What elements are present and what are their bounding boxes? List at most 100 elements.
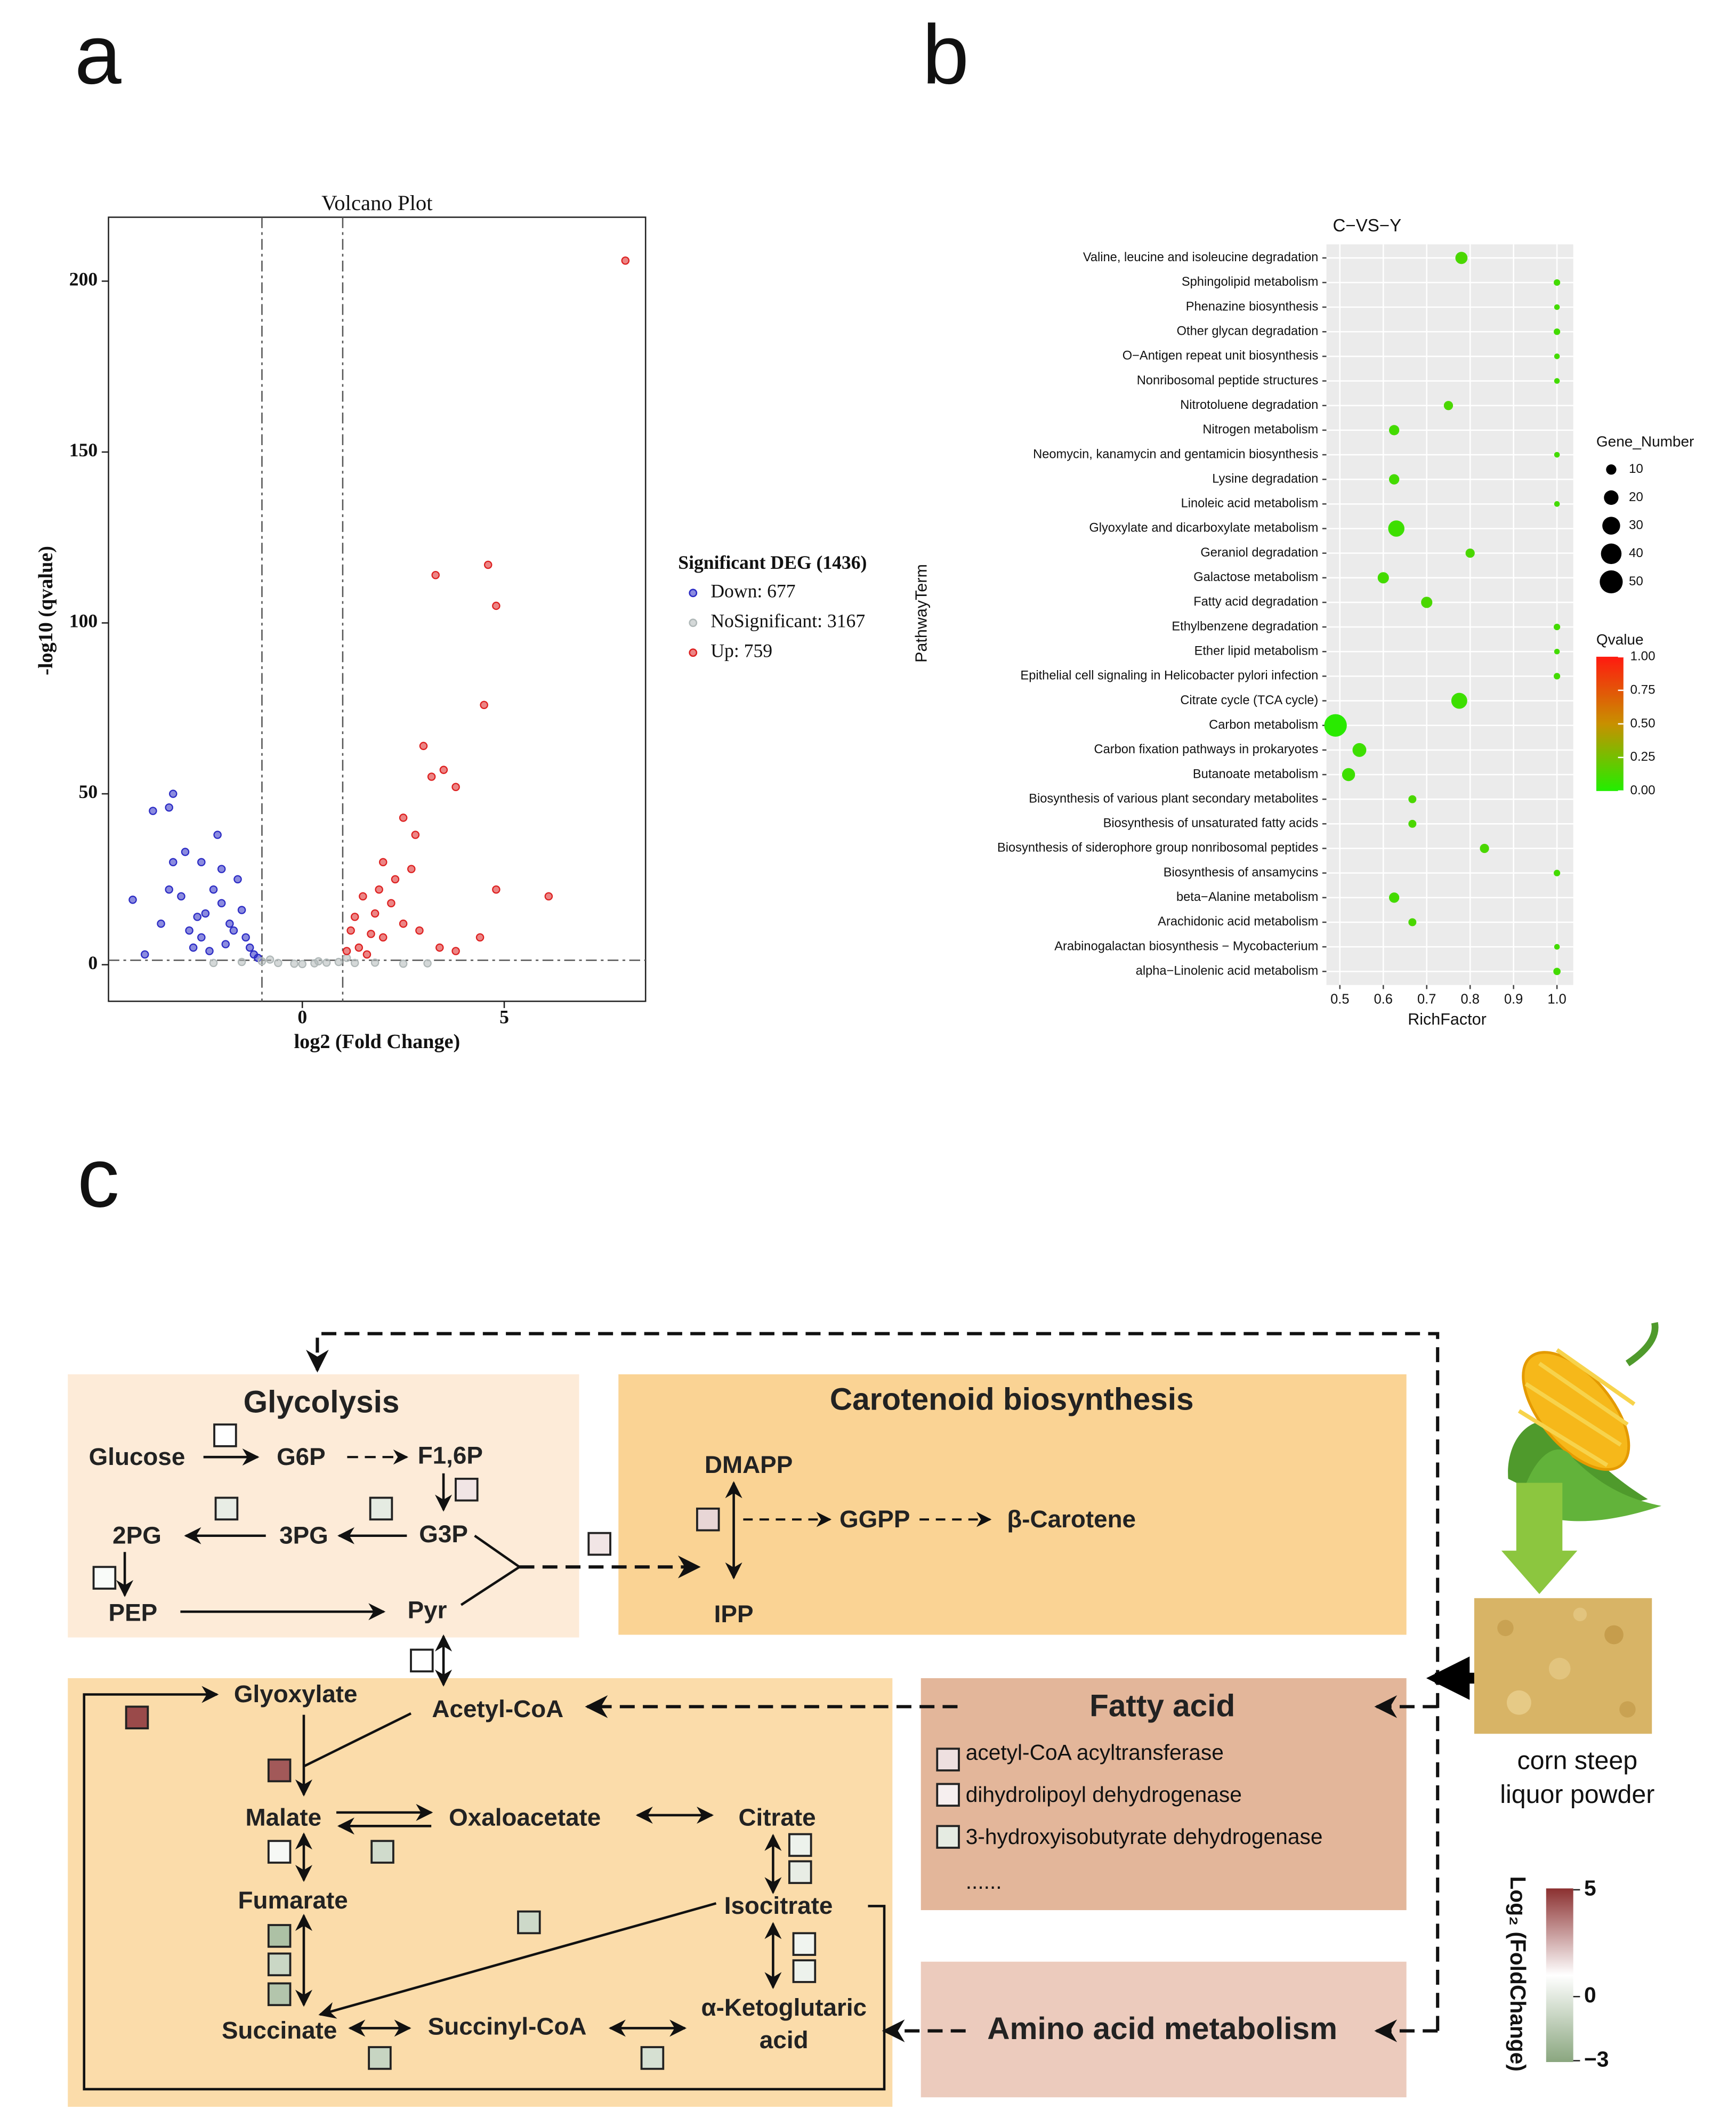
legend-label: Up: 759 [710, 640, 772, 661]
panel-label: b [922, 8, 969, 102]
y-tick-label: Carbon fixation pathways in prokaryotes [1094, 743, 1319, 756]
x-tick-label: 1.0 [1547, 992, 1566, 1006]
y-tick-label: Biosynthesis of siderophore group nonrib… [997, 841, 1318, 855]
point [189, 943, 198, 952]
color-tick-label: 0.75 [1630, 682, 1656, 697]
bubble [1554, 944, 1560, 950]
point [298, 960, 306, 969]
point [480, 700, 488, 710]
size-legend-marker [1602, 517, 1620, 535]
fold-change-square [92, 1566, 117, 1590]
fold-change-square [213, 1423, 237, 1447]
y-tick-label: Biosynthesis of various plant secondary … [1029, 792, 1318, 806]
point [177, 892, 185, 901]
point [334, 957, 343, 967]
point [359, 892, 367, 901]
legend-label: Down: 677 [710, 580, 795, 601]
fold-change-square [696, 1507, 720, 1532]
fold-tick-label: −3 [1584, 2047, 1609, 2071]
color-tick-label: 0.25 [1630, 750, 1656, 764]
metabolite: β-Carotene [1007, 1505, 1136, 1533]
y-tick-label: Arachidonic acid metabolism [1158, 915, 1318, 929]
fold-change-square [267, 1952, 292, 1977]
metabolite: Isocitrate [724, 1892, 833, 1919]
fold-change-square [214, 1496, 239, 1521]
fold-change-square [368, 2046, 392, 2070]
fold-change-square [410, 1648, 434, 1673]
y-tick-label: Carbon metabolism [1209, 718, 1318, 732]
point [431, 570, 440, 579]
point [483, 560, 492, 569]
x-axis-label: RichFactor [1408, 1010, 1487, 1028]
point [233, 875, 242, 884]
point [362, 950, 372, 959]
fold-change-square [587, 1532, 611, 1556]
y-axis-label: -log10 (qvalue) [35, 546, 57, 675]
point [157, 919, 165, 928]
point [350, 913, 359, 921]
point [350, 959, 359, 968]
point [225, 919, 234, 928]
fold-change-square [267, 1758, 292, 1783]
metabolite: acid [760, 2026, 809, 2053]
size-legend-marker [1606, 464, 1617, 475]
bubble [1554, 279, 1561, 286]
y-tick-label: alpha−Linolenic acid metabolism [1136, 964, 1319, 978]
y-tick-label: Linoleic acid metabolism [1181, 497, 1319, 511]
size-legend-marker [1601, 543, 1622, 565]
fold-change-square [788, 1833, 812, 1857]
y-axis-label: PathwayTerm [912, 564, 930, 663]
point [346, 926, 355, 935]
point [257, 957, 267, 965]
metabolite: 2PG [112, 1521, 162, 1549]
fold-change-square [788, 1860, 812, 1885]
point [411, 831, 420, 839]
point [475, 933, 485, 942]
metabolite: F1,6P [418, 1442, 483, 1469]
metabolite: Glyoxylate [234, 1680, 358, 1708]
bubble [1554, 624, 1561, 631]
metabolite: Succinate [222, 2017, 337, 2044]
point [169, 858, 177, 867]
fold-change-square [640, 2046, 665, 2070]
y-tick-label: Biosynthesis of ansamycins [1164, 866, 1319, 880]
point [193, 913, 201, 921]
point [165, 803, 173, 812]
x-tick-label: 0 [297, 1006, 307, 1027]
point [370, 909, 380, 918]
point [221, 940, 230, 948]
bubble [1408, 918, 1417, 927]
point [314, 957, 323, 965]
x-tick-label: 0.5 [1330, 992, 1349, 1006]
y-tick-label: Citrate cycle (TCA cycle) [1180, 694, 1318, 707]
metabolite: Glucose [89, 1443, 185, 1470]
metabolite: PEP [109, 1599, 158, 1626]
y-tick-label: beta−Alanine metabolism [1176, 890, 1318, 904]
point [213, 831, 222, 839]
point [217, 865, 226, 873]
point [128, 896, 137, 904]
point [378, 933, 387, 942]
metabolite: Malate [246, 1804, 322, 1831]
y-tick-label: 0 [88, 952, 98, 973]
point [492, 601, 500, 610]
panel-label: c [77, 1131, 119, 1225]
legend-marker [689, 648, 698, 657]
x-tick-label: 0.7 [1417, 992, 1436, 1006]
bubble [1388, 520, 1404, 537]
point [181, 848, 190, 856]
size-legend-label: 10 [1629, 462, 1643, 476]
point [322, 959, 331, 967]
fatty-acid-box [921, 1678, 1407, 1911]
point [544, 892, 553, 901]
point [399, 959, 408, 968]
point [237, 957, 246, 967]
x-tick-label: 0.9 [1504, 992, 1523, 1006]
bubble [1553, 968, 1561, 976]
bubble [1342, 768, 1355, 782]
bubble [1465, 549, 1475, 558]
point [229, 926, 238, 935]
point [274, 959, 282, 968]
box-title: Fatty acid [1089, 1688, 1235, 1723]
point [423, 959, 432, 968]
